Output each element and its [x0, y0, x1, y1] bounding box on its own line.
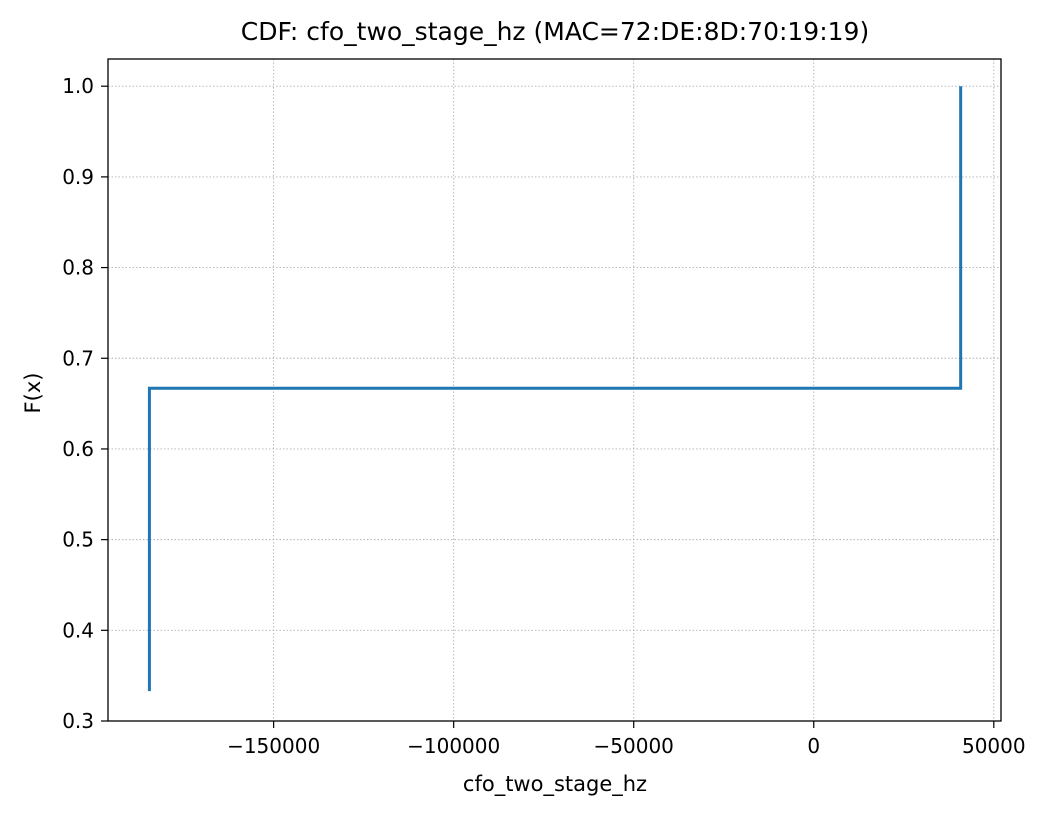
y-tick-label: 0.6: [62, 437, 94, 461]
y-tick-label: 0.8: [62, 256, 94, 280]
ticks: −150000 −100000 −50000 0 50000 0.3 0.4 0.5 0.6 0.…: [62, 74, 1025, 758]
y-tick-label: 1.0: [62, 74, 94, 98]
plot-frame: [107, 58, 1002, 722]
x-tick-label: −100000: [407, 734, 500, 758]
y-tick-label: 0.5: [62, 528, 94, 552]
chart-title: CDF: cfo_two_stage_hz (MAC=72:DE:8D:70:1…: [241, 17, 869, 46]
y-tick-label: 0.3: [62, 709, 94, 733]
y-tick-label: 0.7: [62, 346, 94, 370]
x-axis-label: cfo_two_stage_hz: [463, 772, 647, 797]
series-layer: [147, 86, 963, 692]
y-axis-label: F(x): [21, 373, 45, 414]
cdf-step-line: [147, 86, 963, 692]
x-tick-label: −50000: [594, 734, 674, 758]
y-tick-label: 0.4: [62, 618, 94, 642]
x-tick-label: −150000: [227, 734, 320, 758]
x-tick-label: 50000: [962, 734, 1026, 758]
x-tick-label: 0: [807, 734, 820, 758]
y-tick-label: 0.9: [62, 165, 94, 189]
